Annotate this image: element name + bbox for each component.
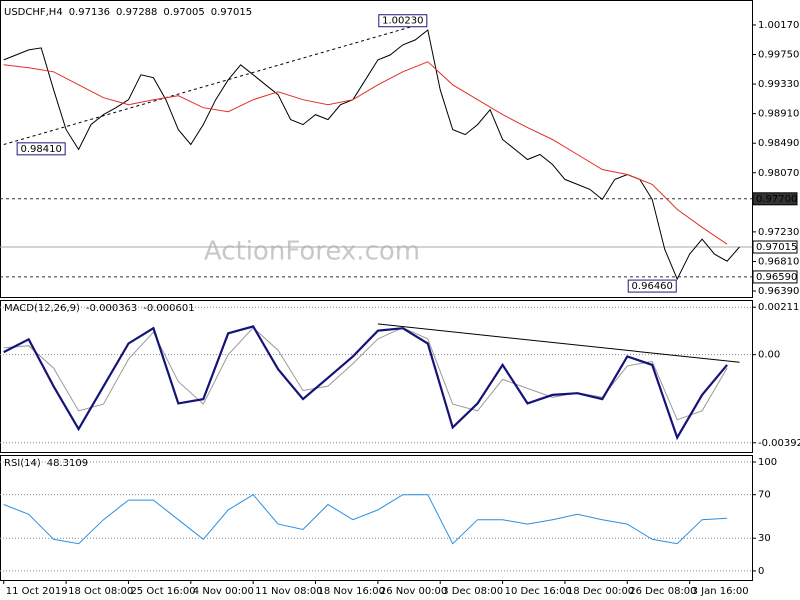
level-box bbox=[752, 240, 798, 254]
series-line bbox=[3, 325, 728, 441]
y-tick-label: 0.99330 bbox=[758, 79, 799, 90]
x-tick-label: 26 Nov 00:00 bbox=[380, 586, 447, 597]
panel-title: USDCHF,H4 bbox=[4, 7, 63, 18]
x-tick-label: 25 Oct 16:00 bbox=[130, 586, 195, 597]
y-tick-label: 0.00 bbox=[758, 350, 780, 361]
x-tick-label: 11 Oct 2019 bbox=[6, 586, 68, 597]
x-tick-label: 3 Dec 08:00 bbox=[442, 586, 503, 597]
x-tick-label: 10 Dec 16:00 bbox=[505, 586, 572, 597]
header-value: 48.3109 bbox=[47, 458, 88, 469]
level-label: 0.97015 bbox=[756, 242, 797, 253]
y-tick-label: 0.99750 bbox=[758, 50, 799, 61]
y-tick-label: 0 bbox=[758, 566, 764, 577]
price-panel bbox=[0, 0, 753, 298]
series-line bbox=[3, 29, 740, 281]
header-value: 0.97136 bbox=[69, 7, 110, 18]
y-tick-label: 0.98070 bbox=[758, 168, 799, 179]
trendline bbox=[377, 323, 740, 363]
header-value: -0.000601 bbox=[143, 303, 194, 314]
x-tick-label: 3 Jan 16:00 bbox=[692, 586, 749, 597]
panel-title: MACD(12,26,9) bbox=[4, 303, 80, 314]
y-tick-label: 0.97230 bbox=[758, 227, 799, 238]
level-box bbox=[752, 192, 798, 206]
header-value: 0.97015 bbox=[211, 7, 252, 18]
annotation-box bbox=[627, 279, 677, 293]
annotation-label: 0.96460 bbox=[632, 281, 673, 292]
trendline bbox=[3, 21, 428, 146]
y-tick-label: 0.98910 bbox=[758, 109, 799, 120]
series-line bbox=[3, 494, 728, 545]
x-tick-label: 18 Dec 00:00 bbox=[567, 586, 634, 597]
y-tick-label: 0.96810 bbox=[758, 256, 799, 267]
y-tick-label: 30 bbox=[758, 533, 771, 544]
y-tick-label: -0.003922 bbox=[758, 438, 800, 449]
annotation-label: 1.00230 bbox=[382, 16, 423, 27]
x-tick-label: 11 Nov 08:00 bbox=[255, 586, 322, 597]
x-tick-label: 26 Dec 08:00 bbox=[629, 586, 696, 597]
header-value: 0.97288 bbox=[116, 7, 157, 18]
y-tick-label: 100 bbox=[758, 457, 777, 468]
x-tick-label: 18 Oct 08:00 bbox=[68, 586, 133, 597]
series-line bbox=[3, 326, 728, 421]
y-tick-label: 0.002113 bbox=[758, 302, 800, 313]
y-tick-label: 0.98490 bbox=[758, 138, 799, 149]
watermark: ActionForex.com bbox=[204, 237, 420, 267]
header-value: -0.000363 bbox=[86, 303, 137, 314]
x-tick-label: 18 Nov 16:00 bbox=[318, 586, 385, 597]
annotation-box bbox=[378, 14, 428, 28]
annotation-box bbox=[16, 142, 66, 156]
rsi-panel bbox=[0, 455, 753, 581]
macd-panel bbox=[0, 300, 753, 453]
x-tick-label: 4 Nov 00:00 bbox=[193, 586, 254, 597]
annotation-label: 0.98410 bbox=[20, 144, 61, 155]
y-tick-label: 0.96390 bbox=[758, 286, 799, 297]
header-value: 0.97005 bbox=[163, 7, 204, 18]
panel-title: RSI(14) bbox=[4, 458, 41, 469]
level-label: 0.97700 bbox=[756, 194, 797, 205]
series-line bbox=[3, 61, 728, 245]
y-tick-label: 70 bbox=[758, 490, 771, 501]
level-box bbox=[752, 270, 798, 284]
y-tick-label: 1.00170 bbox=[758, 20, 799, 31]
level-label: 0.96590 bbox=[756, 272, 797, 283]
